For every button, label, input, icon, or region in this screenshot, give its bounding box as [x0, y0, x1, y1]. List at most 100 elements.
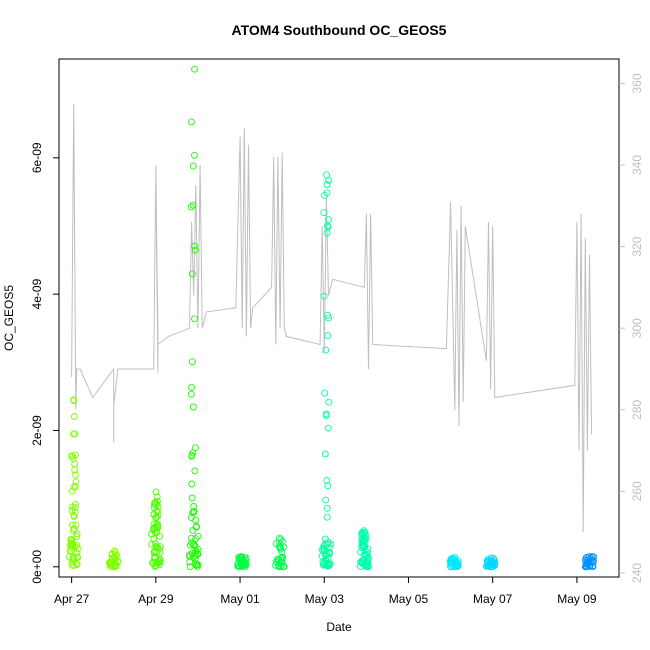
- data-point: [192, 523, 200, 531]
- data-point: [150, 520, 158, 528]
- data-point: [363, 552, 371, 560]
- data-point: [241, 562, 249, 570]
- data-point: [188, 383, 196, 391]
- data-point: [190, 541, 197, 549]
- point-cluster-3: [186, 65, 202, 571]
- data-point: [275, 539, 283, 547]
- data-point: [152, 540, 159, 548]
- x-tick-label: Apr 29: [138, 592, 174, 606]
- data-point: [189, 526, 197, 534]
- data-point: [319, 544, 327, 552]
- data-point: [155, 561, 163, 569]
- data-point: [277, 558, 285, 566]
- y2-tick-label: 260: [630, 481, 644, 501]
- data-point: [69, 558, 77, 566]
- data-point: [71, 508, 79, 516]
- data-point: [192, 444, 199, 452]
- data-point: [448, 560, 456, 568]
- data-point: [69, 521, 76, 529]
- data-point: [186, 558, 194, 566]
- x-tick-label: May 09: [557, 592, 597, 606]
- point-cluster-2: [148, 488, 164, 571]
- data-point: [192, 516, 200, 524]
- data-point: [191, 246, 199, 254]
- data-point: [74, 554, 82, 561]
- data-point: [323, 513, 331, 521]
- secondary-y-axis: 240 260 280 300 320 340 360: [619, 73, 644, 583]
- data-point: [148, 540, 156, 548]
- data-point: [187, 390, 195, 398]
- y-tick-label: 2e-09: [30, 415, 44, 446]
- data-point: [71, 503, 79, 511]
- data-point: [323, 504, 331, 512]
- data-point: [242, 554, 250, 562]
- data-point: [152, 488, 160, 496]
- data-point: [156, 532, 164, 540]
- data-point: [72, 521, 80, 529]
- data-point: [191, 467, 199, 475]
- data-point: [71, 483, 79, 490]
- data-point: [324, 554, 332, 562]
- data-point: [72, 471, 79, 479]
- data-point: [192, 535, 200, 543]
- data-point: [277, 535, 285, 543]
- data-point: [153, 507, 160, 515]
- data-point: [188, 480, 196, 488]
- data-point: [362, 536, 370, 543]
- data-point: [590, 557, 597, 565]
- data-point: [325, 398, 333, 406]
- data-point: [482, 562, 490, 570]
- data-point: [238, 553, 246, 561]
- data-point: [194, 532, 202, 540]
- data-point: [275, 534, 283, 542]
- data-point: [360, 527, 368, 535]
- data-point: [272, 540, 280, 548]
- data-point: [189, 403, 197, 411]
- x-tick-label: May 01: [220, 592, 260, 606]
- data-point: [488, 557, 496, 565]
- data-point: [191, 552, 199, 560]
- y-axis-label: OC_GEOS5: [2, 285, 16, 351]
- y2-tick-label: 320: [630, 236, 644, 256]
- point-cluster-7: [357, 527, 372, 571]
- data-point: [191, 65, 199, 73]
- data-point: [70, 525, 78, 533]
- data-point: [70, 513, 78, 521]
- data-point: [361, 551, 368, 559]
- data-point: [364, 558, 372, 566]
- data-point: [189, 162, 197, 170]
- x-axis-label: Date: [326, 620, 352, 634]
- data-point: [154, 512, 162, 520]
- data-point: [323, 476, 331, 484]
- data-point: [321, 535, 329, 543]
- data-point: [69, 555, 77, 563]
- data-point: [111, 547, 118, 555]
- data-point: [324, 482, 332, 490]
- data-point: [280, 543, 288, 551]
- scatter-points-layer: [65, 65, 598, 571]
- data-point: [71, 466, 79, 474]
- data-point: [324, 559, 331, 567]
- data-point: [73, 549, 81, 557]
- data-point: [188, 270, 196, 278]
- data-point: [588, 553, 596, 561]
- data-point: [191, 315, 198, 323]
- x-tick-label: Apr 27: [54, 592, 90, 606]
- data-point: [323, 171, 331, 179]
- data-point: [191, 242, 199, 250]
- data-point: [323, 189, 331, 197]
- data-point: [72, 451, 79, 459]
- data-point: [322, 346, 330, 354]
- data-point: [114, 558, 122, 566]
- data-point: [321, 450, 329, 458]
- data-point: [194, 562, 202, 570]
- data-point: [150, 525, 158, 533]
- data-point: [187, 534, 195, 542]
- point-cluster-4: [234, 553, 250, 571]
- data-point: [188, 358, 196, 366]
- point-cluster-5: [272, 534, 288, 571]
- y-tick-label: 6e-09: [30, 142, 44, 173]
- data-point: [154, 558, 162, 566]
- data-point: [321, 540, 329, 548]
- data-point: [189, 553, 197, 561]
